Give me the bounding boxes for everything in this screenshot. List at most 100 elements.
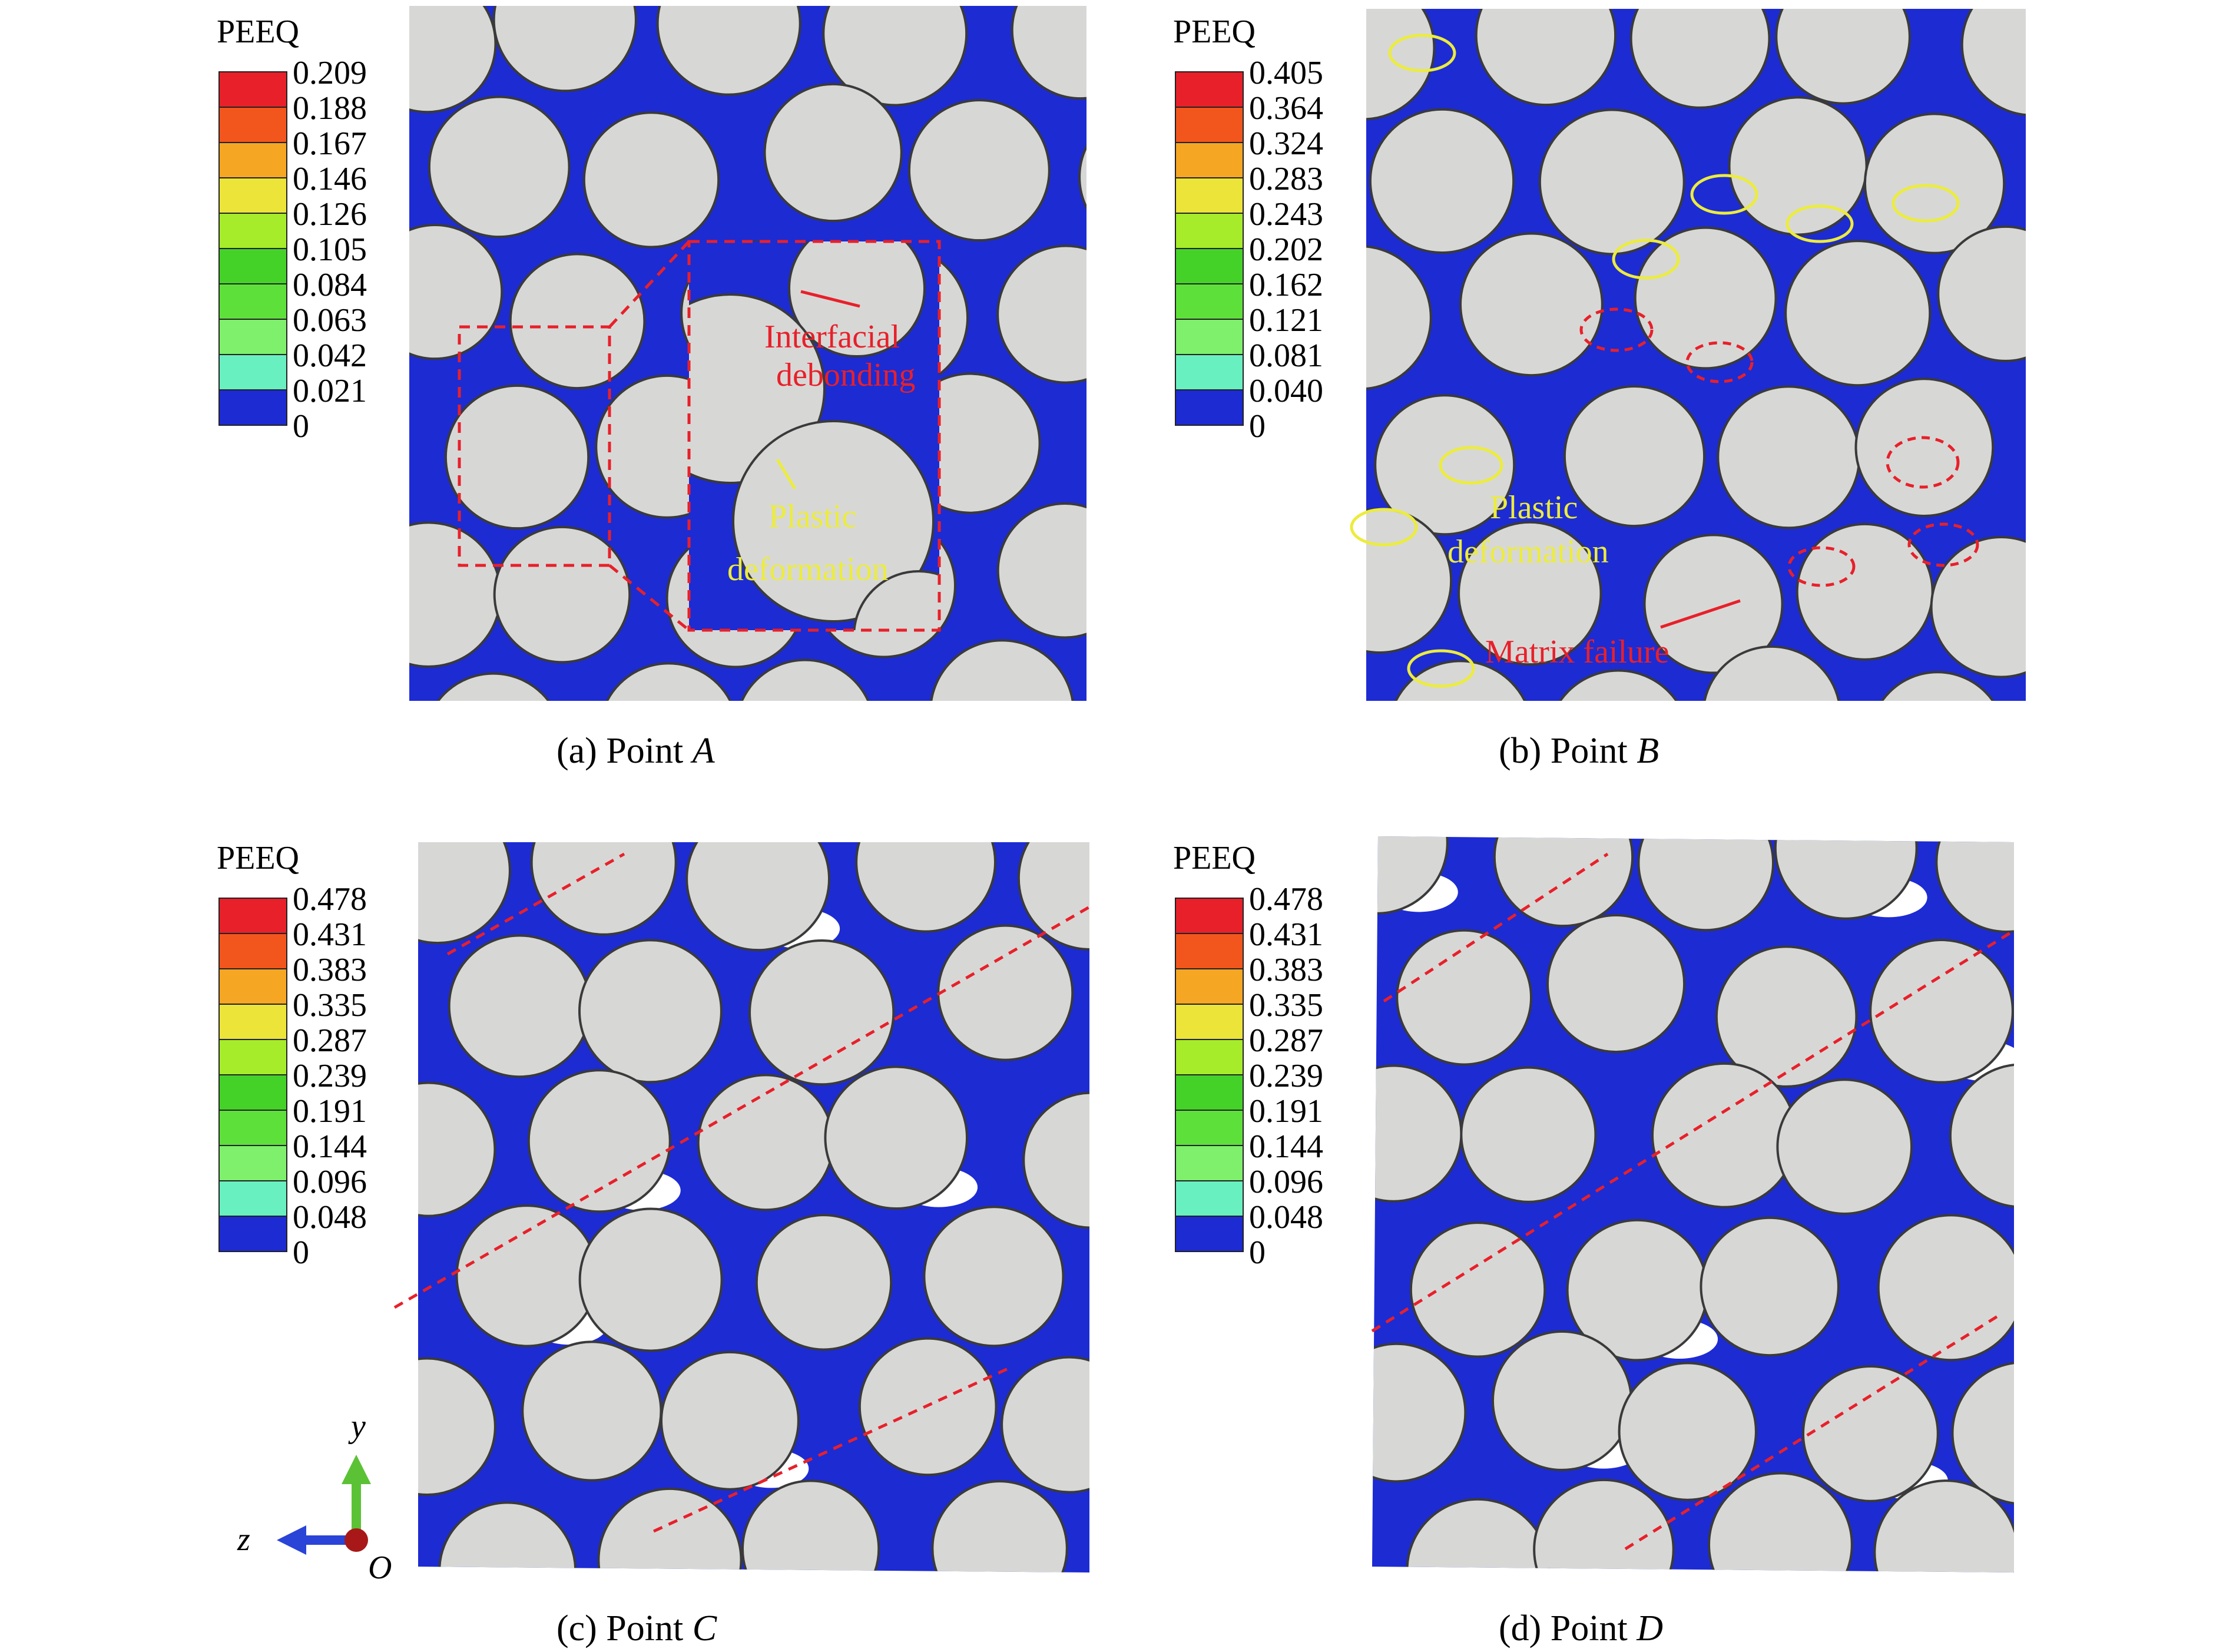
annotation-deformation: deformation — [1447, 534, 1609, 570]
origin-marker — [344, 1528, 368, 1552]
legend-band — [1175, 213, 1244, 249]
legend-tick-label: 0.209 — [293, 55, 367, 91]
legend-band — [218, 248, 287, 284]
fiber-cross-section — [438, 1501, 577, 1572]
legend-tick-label: 0.335 — [293, 987, 367, 1024]
legend-tick-label: 0.105 — [293, 231, 367, 268]
legend-tick-label: 0.081 — [1249, 337, 1323, 374]
legend-band — [218, 933, 287, 969]
legend-band — [218, 1180, 287, 1217]
fiber-cross-section — [907, 99, 1051, 242]
fiber-cross-section — [1546, 914, 1686, 1054]
legend-tick-label: 0.121 — [1249, 302, 1323, 339]
panel-c-legend: PEEQ 0.4780.4310.3830.3350.2870.2390.191… — [217, 840, 367, 1271]
legend-tick-label: 0.364 — [1249, 90, 1323, 127]
legend-band — [218, 1216, 287, 1252]
y-arrow-head — [342, 1455, 371, 1484]
annotation-matrix-failure: Matrix failure — [1485, 634, 1670, 670]
fiber-cross-section — [1372, 1342, 1467, 1483]
legend-tick-label: 0.431 — [1249, 916, 1323, 953]
legend-tick-label: 0.063 — [293, 302, 367, 339]
fiber-cross-section — [1022, 1091, 1089, 1229]
legend-tick-label: 0.188 — [293, 90, 367, 127]
legend-band — [1175, 1074, 1244, 1111]
legend-band — [218, 1004, 287, 1040]
legend-band — [218, 107, 287, 143]
legend-band — [1175, 177, 1244, 214]
legend-band — [1175, 283, 1244, 320]
debond-void — [2027, 1463, 2105, 1502]
legend-tick-label: 0.431 — [293, 916, 367, 953]
fiber-cross-section — [509, 253, 646, 390]
fiber-cross-section — [1366, 245, 1432, 390]
annotation-plastic: Plastic — [768, 498, 856, 535]
fiber-cross-section — [1784, 240, 1932, 387]
fiber-cross-section — [1930, 536, 2026, 678]
zoom-inset: Interfacial debonding Plastic deformatio… — [687, 240, 941, 632]
legend-band — [218, 319, 287, 355]
legend-tick-label: 0.126 — [293, 196, 367, 233]
fiber-cross-section — [1001, 1356, 1089, 1494]
legend-tick-label: 0.478 — [293, 881, 367, 918]
fiber-cross-section — [1374, 394, 1516, 536]
legend-band — [1175, 1110, 1244, 1146]
fiber-cross-section — [1011, 6, 1086, 100]
fiber-cross-section — [763, 82, 903, 223]
fiber-cross-section — [1951, 1361, 2014, 1505]
fiber-cross-section — [1366, 508, 1453, 654]
fiber-cross-section — [822, 6, 968, 107]
fiber-cross-section — [521, 1340, 662, 1482]
legend-tick-label: 0.335 — [1249, 987, 1323, 1024]
debond-void — [2009, 891, 2014, 931]
legend-band — [218, 283, 287, 320]
caption-d: (d) Point D — [1499, 1608, 1663, 1648]
fiber-cross-section — [605, 662, 732, 701]
y-axis-label: y — [348, 1408, 366, 1445]
panel-b-field — [1366, 9, 2026, 701]
legend-band — [1175, 71, 1244, 108]
fiber-cross-section — [455, 1204, 598, 1348]
legend-band — [218, 142, 287, 178]
fiber-cross-section — [1563, 385, 1706, 528]
legend-title: PEEQ — [217, 14, 299, 50]
fiber-cross-section — [1643, 534, 1784, 674]
fiber-cross-section — [930, 639, 1074, 701]
legend-tick-label: 0.084 — [293, 267, 367, 303]
fiber-cross-section — [1458, 521, 1602, 666]
legend-tick-label: 0.405 — [1249, 55, 1323, 91]
fiber-cross-section — [1475, 9, 1617, 107]
fiber-cross-section — [1558, 669, 1678, 701]
legend-band — [218, 71, 287, 108]
red-ellipses — [1579, 307, 1979, 587]
fiber-cross-section — [996, 244, 1086, 384]
fiber-cross-section — [740, 658, 870, 701]
fiber-cross-section — [697, 1074, 834, 1211]
legend-band — [1175, 389, 1244, 426]
fiber-cross-section — [923, 1206, 1065, 1348]
fiber-cross-section — [1949, 1063, 2014, 1209]
legend-band — [1175, 354, 1244, 390]
fiber-cross-section — [1491, 1330, 1633, 1471]
legend-tick-label: 0.021 — [293, 373, 367, 409]
fiber-cross-section — [1877, 1214, 2014, 1362]
fiber-cross-section — [444, 384, 590, 530]
fiber-cross-section — [597, 1487, 743, 1572]
debond-void — [1950, 1583, 2029, 1623]
legend-tick-label: 0 — [1249, 408, 1266, 445]
fiber-cross-section — [1372, 1064, 1463, 1203]
fiber-cross-section — [1459, 232, 1604, 377]
fiber-cross-section — [1960, 9, 2026, 117]
legend-title: PEEQ — [217, 840, 299, 876]
legend-tick-label: 0.287 — [293, 1022, 367, 1059]
debond-void — [1003, 1577, 1077, 1614]
legend-tick-label: 0.283 — [1249, 161, 1323, 197]
fiber-cross-section — [448, 934, 592, 1078]
legend-tick-label: 0.383 — [1249, 952, 1323, 988]
legend-tick-label: 0.144 — [293, 1128, 367, 1165]
fiber-cross-section — [660, 1350, 800, 1491]
legend-band — [1175, 1180, 1244, 1217]
fiber-cross-section — [748, 939, 895, 1086]
legend-tick-label: 0.191 — [1249, 1093, 1323, 1130]
fiber-cross-section — [1708, 1472, 1853, 1572]
